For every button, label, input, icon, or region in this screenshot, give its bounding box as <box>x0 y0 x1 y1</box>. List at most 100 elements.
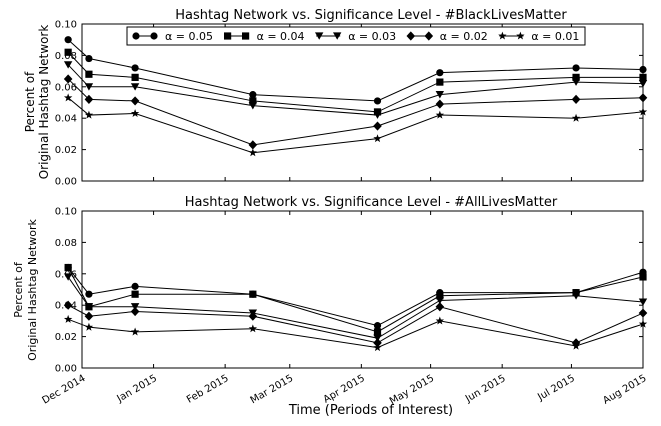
y-tick-label: 0.04 <box>55 114 77 125</box>
data-point--0-02 <box>248 140 258 150</box>
data-point--0-04 <box>436 292 444 300</box>
data-point--0-04 <box>131 73 139 81</box>
y-axis-label-line2: Original Hashtag Network <box>37 25 51 180</box>
series-line--0-03 <box>67 276 644 339</box>
series-line--0-05 <box>67 39 644 102</box>
data-point--0-05 <box>436 69 444 77</box>
data-point--0-05 <box>64 36 72 44</box>
x-tick-label: Aug 2015 <box>601 373 648 407</box>
data-point--0-02 <box>248 311 258 321</box>
data-point--0-01 <box>435 316 445 325</box>
data-point--0-01 <box>248 324 258 333</box>
y-tick-label: 0.00 <box>55 177 77 188</box>
legend-marker--0-02 <box>424 31 434 41</box>
data-point--0-03 <box>373 334 382 342</box>
legend: α = 0.05 α = 0.04 α = 0.03 α = 0.02 α = 0.01 <box>126 26 586 46</box>
series-line--0-05 <box>67 267 644 327</box>
x-tick-label: Feb 2015 <box>185 373 231 406</box>
series-line--0-01 <box>67 318 644 349</box>
data-point--0-05 <box>131 64 139 72</box>
data-point--0-02 <box>435 99 445 109</box>
legend-label--0-02: α = 0.02 <box>440 30 488 43</box>
legend-marker--0-05 <box>132 32 140 40</box>
data-point--0-02 <box>373 338 382 348</box>
data-point--0-01 <box>248 148 258 157</box>
data-point--0-01 <box>63 314 73 323</box>
legend-marker--0-04 <box>224 32 232 40</box>
y-tick-label: 0.08 <box>55 238 77 249</box>
data-point--0-01 <box>130 327 140 336</box>
data-point--0-03 <box>63 273 73 281</box>
data-point--0-02 <box>373 121 382 131</box>
data-point--0-01 <box>571 341 581 350</box>
data-point--0-03 <box>373 111 382 119</box>
y-tick-label: 0.00 <box>55 364 77 375</box>
data-point--0-02 <box>435 302 445 312</box>
legend-label--0-03: α = 0.03 <box>348 30 396 43</box>
data-point--0-03 <box>130 83 140 91</box>
y-tick-label: 0.10 <box>55 20 77 31</box>
plot-area-alllivesmatter: 0.000.020.040.060.080.10 <box>55 207 648 375</box>
series-line--0-04 <box>67 51 643 113</box>
x-axis-label: Time (Periods of Interest) <box>288 403 453 418</box>
data-point--0-03 <box>571 292 581 300</box>
legend-marker--0-03 <box>315 32 324 40</box>
data-point--0-02 <box>571 94 581 104</box>
y-tick-label: 0.10 <box>55 207 77 218</box>
data-point--0-02 <box>638 308 648 318</box>
data-point--0-05 <box>639 65 647 74</box>
legend-box <box>126 26 586 46</box>
legend-marker--0-01 <box>516 31 525 40</box>
x-tick-label: Jul 2015 <box>535 373 577 403</box>
x-tick-label: Jun 2015 <box>463 373 508 405</box>
legend-marker--0-03 <box>333 32 342 40</box>
legend-marker--0-01 <box>498 31 507 40</box>
data-point--0-02 <box>84 311 94 321</box>
data-point--0-02 <box>84 94 94 104</box>
data-point--0-04 <box>436 78 444 86</box>
data-point--0-03 <box>130 303 140 311</box>
data-point--0-02 <box>63 74 73 84</box>
data-point--0-04 <box>249 290 257 298</box>
data-point--0-01 <box>63 93 73 102</box>
legend-marker--0-04 <box>242 32 250 40</box>
x-tick-label: Dec 2014 <box>40 373 87 407</box>
data-point--0-01 <box>84 110 94 119</box>
y-axis-label-line2: Original Hashtag Network <box>26 219 39 361</box>
chart-title-blacklivesmatter: Hashtag Network vs. Significance Level -… <box>175 8 567 23</box>
y-axis-label-line1: Percent of <box>23 71 37 132</box>
x-tick-label: Apr 2015 <box>322 373 367 405</box>
y-tick-label: 0.06 <box>55 82 77 93</box>
data-point--0-03 <box>63 61 73 69</box>
data-point--0-04 <box>64 263 72 272</box>
data-point--0-05 <box>572 64 580 72</box>
series-line--0-03 <box>67 64 644 116</box>
data-point--0-03 <box>435 91 445 99</box>
data-point--0-05 <box>373 97 382 105</box>
data-point--0-04 <box>572 73 580 81</box>
plot-frame <box>81 23 644 182</box>
data-point--0-02 <box>130 306 140 317</box>
chart-title-alllivesmatter: Hashtag Network vs. Significance Level -… <box>185 195 558 210</box>
data-point--0-01 <box>130 109 140 118</box>
data-point--0-04 <box>639 73 647 81</box>
data-point--0-04 <box>639 273 647 281</box>
data-point--0-05 <box>373 322 382 330</box>
data-point--0-02 <box>638 93 648 103</box>
data-point--0-01 <box>373 343 382 352</box>
data-point--0-02 <box>63 300 73 310</box>
blacklivesmatter-panel: Hashtag Network vs. Significance Level -… <box>23 8 648 188</box>
legend-label--0-05: α = 0.05 <box>165 30 213 43</box>
data-point--0-04 <box>373 328 382 336</box>
data-point--0-04 <box>85 70 93 78</box>
data-point--0-05 <box>85 54 93 63</box>
data-point--0-05 <box>131 282 139 290</box>
data-point--0-01 <box>435 110 445 119</box>
legend-marker--0-05 <box>150 32 158 40</box>
data-point--0-03 <box>638 80 648 88</box>
legend-label--0-01: α = 0.01 <box>531 30 579 43</box>
data-point--0-04 <box>64 48 72 56</box>
y-tick-label: 0.08 <box>55 51 77 62</box>
x-tick-label: Jan 2015 <box>115 373 160 405</box>
